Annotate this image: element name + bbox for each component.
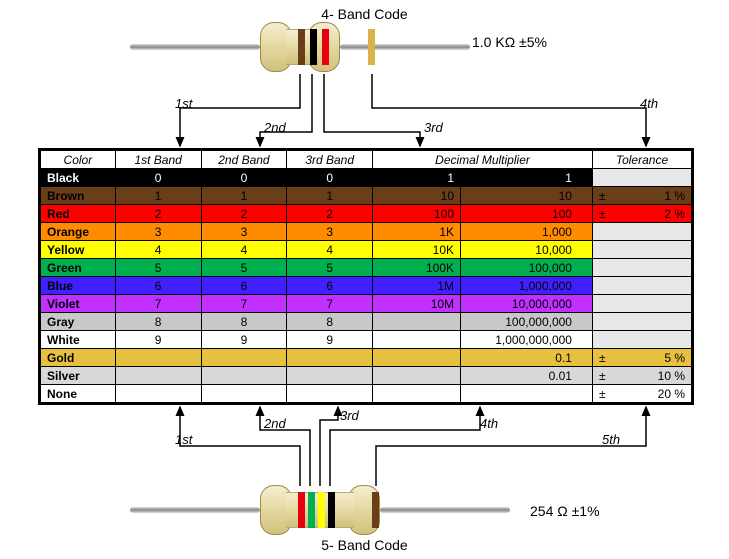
resistor-body <box>260 485 380 535</box>
example-value-top: 1.0 KΩ ±5% <box>472 34 547 50</box>
resistor-band <box>318 492 325 528</box>
table-row: Yellow44410K10,000 <box>41 241 692 259</box>
color-code-table: Color 1st Band 2nd Band 3rd Band Decimal… <box>38 148 694 405</box>
label-top-4th: 4th <box>640 96 658 111</box>
table-row: White9991,000,000,000 <box>41 331 692 349</box>
resistor-band <box>368 29 375 65</box>
label-top-2nd: 2nd <box>264 120 286 135</box>
lead-right <box>340 44 470 50</box>
label-top-3rd: 3rd <box>424 120 443 135</box>
resistor-band <box>308 492 315 528</box>
resistor-band <box>298 492 305 528</box>
resistor-body <box>260 22 340 72</box>
table-row: Red222100100±2 % <box>41 205 692 223</box>
resistor-5band <box>130 485 510 535</box>
table-row: None±20 % <box>41 385 692 403</box>
table-row: Violet77710M10,000,000 <box>41 295 692 313</box>
th-band3: 3rd Band <box>287 151 373 169</box>
label-bot-3rd: 3rd <box>340 408 359 423</box>
lead-left <box>130 44 260 50</box>
table-row: Green555100K100,000 <box>41 259 692 277</box>
label-bot-1st: 1st <box>175 432 192 447</box>
th-color: Color <box>41 151 116 169</box>
th-tolerance: Tolerance <box>592 151 691 169</box>
lead-right <box>380 507 510 513</box>
lead-left <box>130 507 260 513</box>
table-row: Black00011 <box>41 169 692 187</box>
resistor-band <box>298 29 305 65</box>
table-header-row: Color 1st Band 2nd Band 3rd Band Decimal… <box>41 151 692 169</box>
th-band1: 1st Band <box>115 151 201 169</box>
table-row: Gray888100,000,000 <box>41 313 692 331</box>
table-row: Orange3331K1,000 <box>41 223 692 241</box>
resistor-4band <box>130 22 470 72</box>
label-bot-4th: 4th <box>480 416 498 431</box>
resistor-band <box>310 29 317 65</box>
table-row: Silver0.01±10 % <box>41 367 692 385</box>
table-row: Blue6661M1,000,000 <box>41 277 692 295</box>
title-4band: 4- Band Code <box>321 6 407 22</box>
label-bot-5th: 5th <box>602 432 620 447</box>
th-multiplier: Decimal Multiplier <box>373 151 593 169</box>
label-bot-2nd: 2nd <box>264 416 286 431</box>
table-row: Brown1111010±1 % <box>41 187 692 205</box>
resistor-band <box>322 29 329 65</box>
th-band2: 2nd Band <box>201 151 287 169</box>
title-5band: 5- Band Code <box>321 537 407 553</box>
label-top-1st: 1st <box>175 96 192 111</box>
example-value-bottom: 254 Ω ±1% <box>530 503 600 519</box>
table-row: Gold0.1±5 % <box>41 349 692 367</box>
resistor-band <box>328 492 335 528</box>
resistor-band <box>372 492 379 528</box>
